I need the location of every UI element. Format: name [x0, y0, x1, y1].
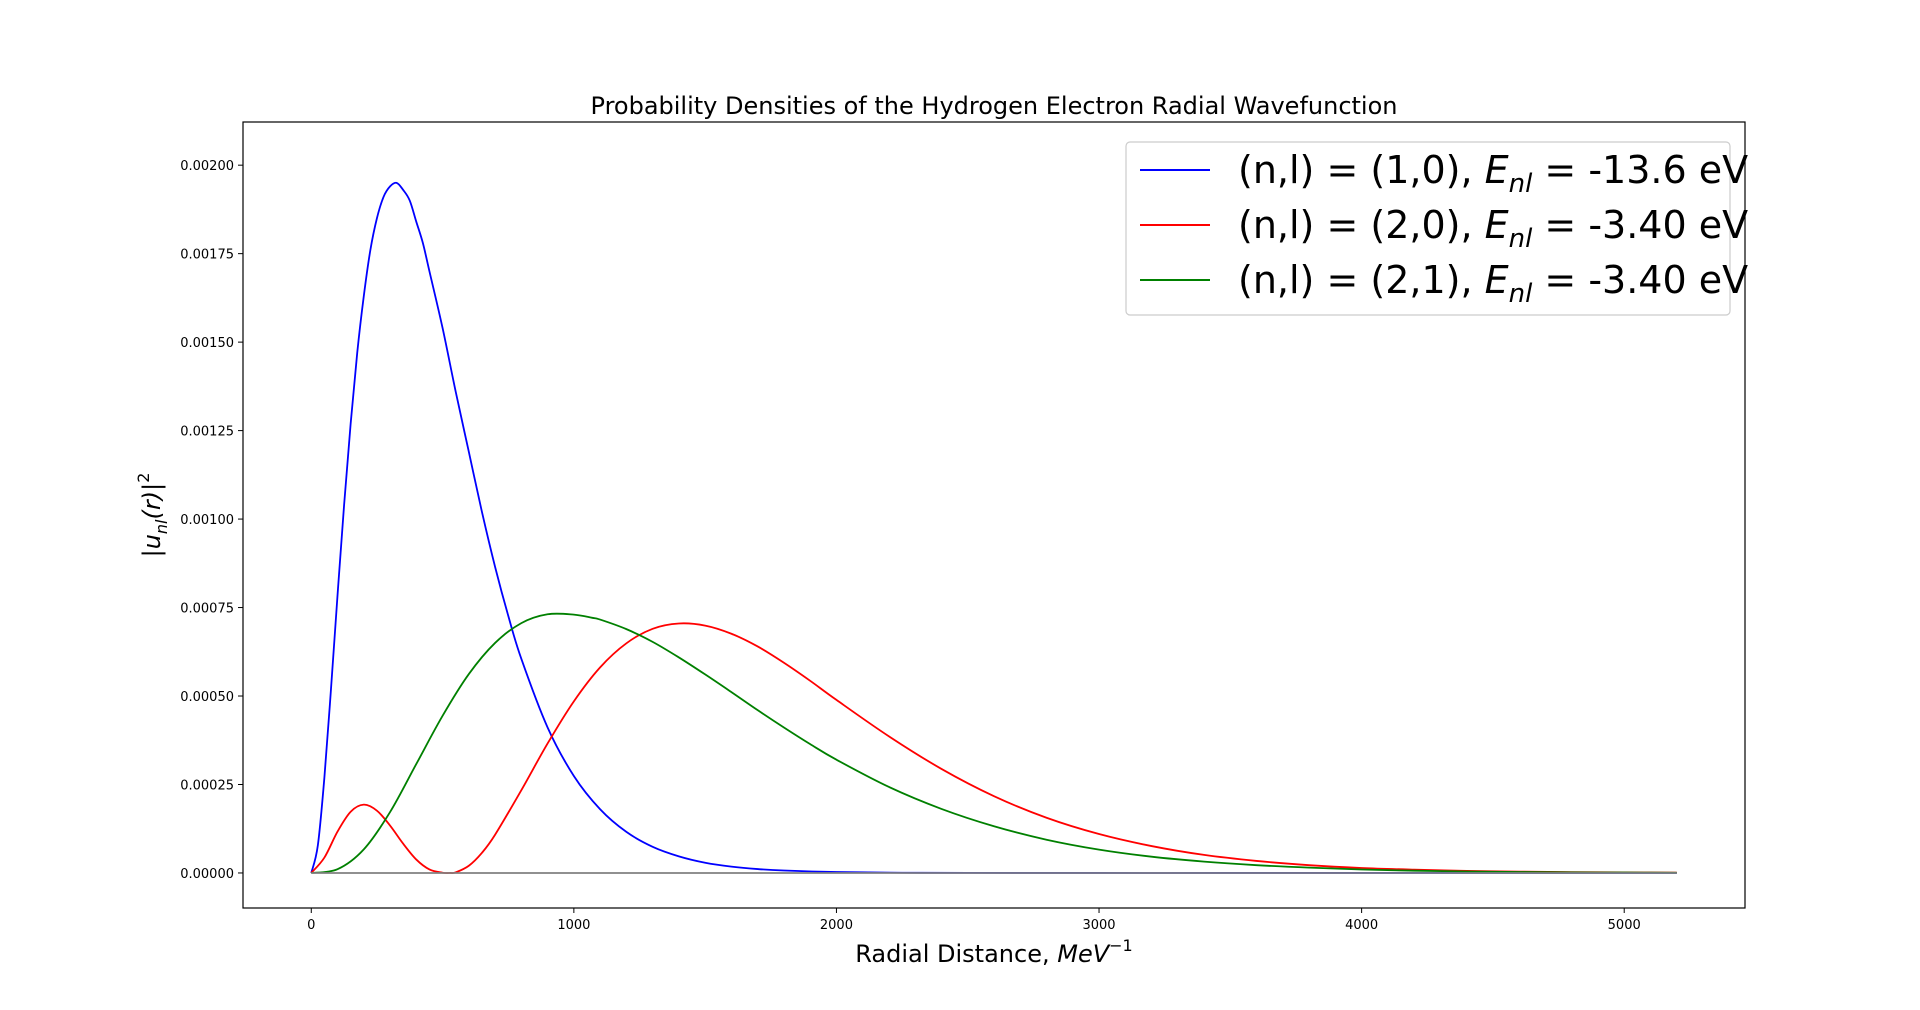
y-axis-label-exponent: 2: [134, 473, 153, 483]
series-line-2: [310, 622, 1677, 875]
y-axis-label-pipe-close: |: [138, 483, 166, 491]
y-axis-label-pipe-open: |: [138, 549, 166, 557]
legend-entry-2-value: -3.40 eV: [1588, 203, 1748, 247]
series-lines: [310, 181, 1677, 875]
y-tick-label: 0.00075: [180, 602, 234, 617]
legend-entry-3-value: -3.40 eV: [1588, 258, 1748, 302]
x-axis-label: Radial Distance, MeV−1: [855, 936, 1132, 968]
y-axis-label-argument: (r): [138, 491, 166, 520]
legend-entry-3-energy-subscript: nl: [1509, 279, 1533, 309]
x-axis-label-text: Radial Distance,: [855, 940, 1057, 968]
x-tick-label: 3000: [1082, 918, 1115, 933]
legend: (n,l) = (1,0), Enl = -13.6 eV (n,l) = (2…: [1125, 141, 1748, 316]
legend-entry-2-equals: =: [1532, 203, 1588, 247]
x-axis-label-unit: MeV: [1057, 940, 1110, 968]
x-axis-label-exponent: −1: [1109, 936, 1133, 955]
x-tick-label: 4000: [1345, 918, 1378, 933]
legend-entry-1-value: -13.6 eV: [1588, 148, 1748, 192]
x-tick-label: 1000: [557, 918, 590, 933]
legend-entry-2: (n,l) = (2,0), Enl = -3.40 eV: [1238, 203, 1748, 254]
legend-entry-1-energy-subscript: nl: [1509, 169, 1533, 199]
y-axis-ticks: 0.00000 0.00025 0.00050 0.00075 0.00100 0.001…: [180, 159, 243, 882]
y-tick-label: 0.00000: [180, 867, 234, 882]
legend-entry-2-label: (n,l) = (2,0),: [1238, 203, 1485, 247]
legend-entry-3-energy-symbol: E: [1485, 258, 1509, 302]
y-tick-label: 0.00150: [180, 336, 234, 351]
y-axis-label-subscript: nl: [152, 519, 171, 534]
legend-entry-1-label: (n,l) = (1,0),: [1238, 148, 1485, 192]
legend-entry-1-equals: =: [1532, 148, 1588, 192]
x-tick-label: 5000: [1608, 918, 1641, 933]
legend-entry-3-label: (n,l) = (2,1),: [1238, 258, 1485, 302]
y-tick-label: 0.00025: [180, 778, 234, 793]
x-tick-label: 0: [307, 918, 315, 933]
y-tick-label: 0.00175: [180, 248, 234, 263]
chart-title: Probability Densities of the Hydrogen El…: [591, 92, 1398, 120]
legend-entry-2-energy-symbol: E: [1485, 203, 1509, 247]
y-axis-label: |unl(r)|2: [134, 473, 171, 558]
legend-box: [1125, 141, 1731, 316]
y-tick-label: 0.00125: [180, 425, 234, 440]
legend-entry-2-energy-subscript: nl: [1509, 224, 1533, 254]
y-tick-label: 0.00050: [180, 690, 234, 705]
y-tick-label: 0.00100: [180, 513, 234, 528]
x-axis-ticks: 0 1000 2000 3000 4000 5000: [307, 908, 1641, 933]
plot-area-frame: [242, 121, 1746, 909]
legend-entry-3: (n,l) = (2,1), Enl = -3.40 eV: [1238, 258, 1748, 309]
legend-entry-3-equals: =: [1532, 258, 1588, 302]
y-axis-label-symbol: u: [138, 534, 166, 549]
x-tick-label: 2000: [820, 918, 853, 933]
y-tick-label: 0.00200: [180, 159, 234, 174]
legend-entry-1-energy-symbol: E: [1485, 148, 1509, 192]
legend-entry-1: (n,l) = (1,0), Enl = -13.6 eV: [1238, 148, 1748, 199]
series-line-3: [311, 612, 1677, 874]
